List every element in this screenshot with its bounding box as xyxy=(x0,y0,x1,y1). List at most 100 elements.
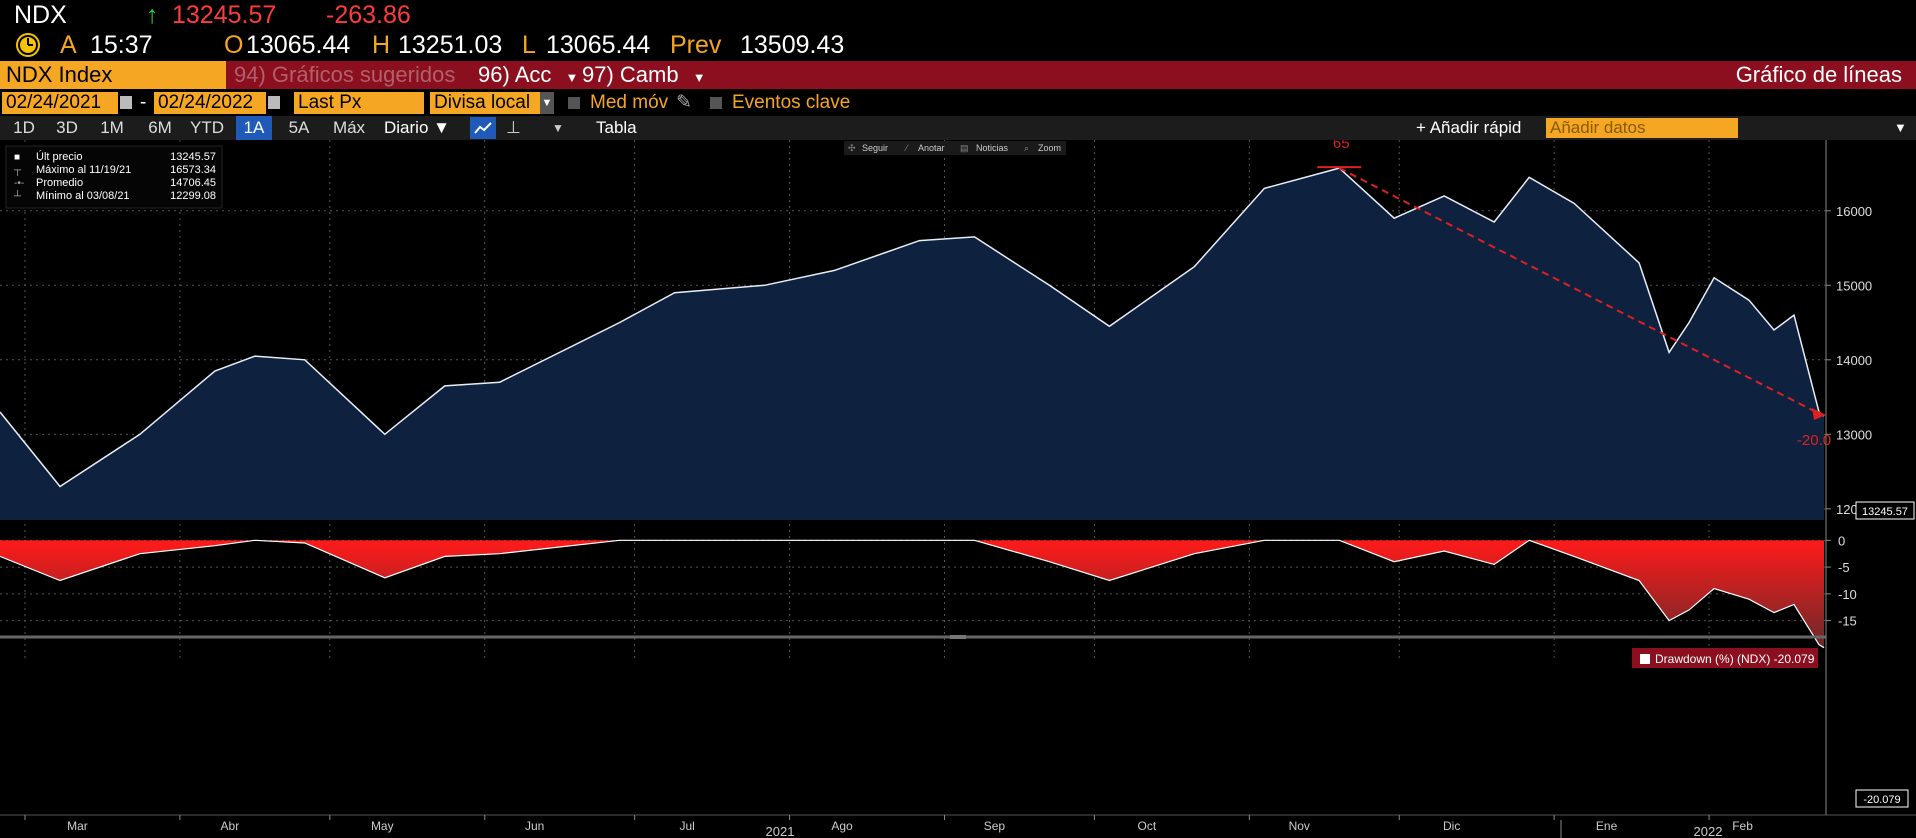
follow-button[interactable]: Seguir xyxy=(862,143,888,153)
price-line xyxy=(0,167,1825,488)
drawdown-area xyxy=(0,540,1824,648)
price-tick-label: 14000 xyxy=(1836,353,1872,368)
drawdown-line xyxy=(0,539,1825,649)
trend-annotation[interactable]: 65 -20.0 xyxy=(1317,140,1831,449)
legend-icon: ┬ xyxy=(13,165,22,176)
high-value: 13251.03 xyxy=(398,31,503,59)
period-button-1d[interactable]: 1D xyxy=(13,118,35,137)
gauge-icon xyxy=(18,35,38,55)
chevron-down-icon[interactable]: ▼ xyxy=(552,121,564,135)
open-value: 13065.44 xyxy=(246,31,351,59)
last-price: 13245.57 xyxy=(172,1,277,29)
low-value: 13065.44 xyxy=(546,31,651,59)
drawdown-tick-label: -10 xyxy=(1838,587,1857,602)
frequency-selector[interactable]: Diario ▼ xyxy=(384,118,450,137)
month-label: Ago xyxy=(831,819,853,833)
month-label: Dic xyxy=(1443,819,1460,833)
legend-value: 13245.57 xyxy=(170,151,216,163)
ohlc-bar: A 15:37 O 13065.44 H 13251.03 L 13065.44… xyxy=(0,30,1916,60)
prev-value: 13509.43 xyxy=(740,31,845,59)
month-label: Mar xyxy=(67,819,88,833)
actions-menu[interactable]: 96) Acc ▼ xyxy=(472,61,578,89)
annotate-button[interactable]: Anotar xyxy=(918,143,945,153)
bar-chart-icon[interactable]: ⊥ xyxy=(506,118,521,137)
drawdown-legend: Drawdown (%) (NDX) -20.079 xyxy=(1632,648,1818,668)
up-arrow-icon: ↑ xyxy=(146,1,159,29)
chevron-down-icon: ▼ xyxy=(565,70,579,85)
suggested-charts-tab[interactable]: 94) Gráficos sugeridos xyxy=(234,62,456,87)
pencil-icon[interactable]: ✎ xyxy=(676,92,692,113)
net-change: -263.86 xyxy=(326,1,411,29)
moving-average-label: Med móv xyxy=(590,92,669,113)
drawdown-tick-label: -15 xyxy=(1838,614,1857,629)
currency-selector[interactable]: Divisa local xyxy=(430,92,540,114)
period-button-3d[interactable]: 3D xyxy=(56,118,78,137)
annotate-icon: ⁄ xyxy=(904,143,909,153)
price-tick-label: 13000 xyxy=(1836,427,1872,442)
year-label-2022: 2022 xyxy=(1694,824,1723,838)
add-data-input[interactable]: Añadir datos xyxy=(1546,118,1738,138)
chart-type-title: Gráfico de líneas xyxy=(1735,62,1902,87)
key-events-checkbox[interactable] xyxy=(710,97,722,109)
time: 15:37 xyxy=(90,31,153,59)
security-box[interactable]: NDX Index xyxy=(0,61,226,89)
legend-label: Mínimo al 03/08/21 xyxy=(36,190,130,202)
month-label: Jul xyxy=(679,819,694,833)
period-button-1m[interactable]: 1M xyxy=(100,118,124,137)
month-label: Abr xyxy=(221,819,240,833)
legend-icon: ‑•‑ xyxy=(14,178,24,189)
clock-icon xyxy=(16,33,40,57)
legend-value: 12299.08 xyxy=(170,190,216,202)
period-button-6m[interactable]: 6M xyxy=(148,118,172,137)
zoom-button[interactable]: Zoom xyxy=(1038,143,1061,153)
change-label: 97) Camb xyxy=(582,62,679,87)
actions-label: 96) Acc xyxy=(478,62,552,87)
drawdown-tick-label: 0 xyxy=(1838,533,1845,548)
prev-label: Prev xyxy=(670,31,722,59)
trend-line xyxy=(1338,167,1821,415)
add-quick-button[interactable]: + Añadir rápid xyxy=(1416,118,1522,137)
last-price-tag: 13245.57 xyxy=(1855,501,1915,520)
price-tick-label: 15000 xyxy=(1836,278,1872,293)
line-chart-icon[interactable] xyxy=(470,117,496,139)
follow-icon: ✣ xyxy=(848,143,856,153)
chevron-down-icon[interactable]: ▼ xyxy=(540,92,554,114)
chevron-down-icon: ▼ xyxy=(692,70,706,85)
period-button-1a[interactable]: 1A xyxy=(236,116,272,140)
time-label: A xyxy=(60,31,77,59)
drawdown-tick-label: -5 xyxy=(1838,560,1850,575)
period-bar: 1D 3D 1M 6M YTD 1A 5A Máx Diario ▼ ⊥ ▼ Tabla + … xyxy=(0,116,1916,140)
change-menu[interactable]: 97) Camb ▼ xyxy=(576,61,706,89)
ticker: NDX xyxy=(14,1,67,29)
moving-average-checkbox[interactable] xyxy=(568,97,580,109)
chart-legend: ■ Últ precio 13245.57 ┬ Máximo al 11/19/21 16… xyxy=(5,145,223,209)
month-label: Nov xyxy=(1289,819,1310,833)
calendar-icon[interactable] xyxy=(268,96,280,109)
last-drawdown-tag: -20.079 xyxy=(1855,789,1909,808)
period-button-5a[interactable]: 5A xyxy=(288,118,310,137)
legend-swatch xyxy=(1640,654,1650,664)
pane-resize-handle[interactable] xyxy=(950,635,966,639)
start-date-field[interactable]: 02/24/2021 xyxy=(2,92,118,114)
month-label: Oct xyxy=(1138,819,1157,833)
menu-chevron-icon[interactable]: ▼ xyxy=(1894,120,1907,135)
legend-label: Promedio xyxy=(36,177,83,189)
legend-value: 16573.34 xyxy=(170,164,216,176)
legend-icon: ■ xyxy=(14,152,20,163)
period-button-ytd[interactable]: YTD xyxy=(190,118,224,137)
price-area xyxy=(0,168,1824,520)
month-label: Feb xyxy=(1732,819,1753,833)
period-button-máx[interactable]: Máx xyxy=(332,118,366,137)
chart-toolbar: ✣ Seguir ⁄ Anotar ▤ Noticias ⌕ Zoom xyxy=(844,141,1066,155)
date-separator: - xyxy=(140,92,147,113)
calendar-icon[interactable] xyxy=(120,96,132,109)
end-date-field[interactable]: 02/24/2022 xyxy=(154,92,266,114)
month-label: Ene xyxy=(1596,819,1618,833)
legend-value: 14706.45 xyxy=(170,177,216,189)
news-button[interactable]: Noticias xyxy=(976,143,1009,153)
field-selector[interactable]: Last Px xyxy=(294,92,424,114)
table-button[interactable]: Tabla xyxy=(596,118,637,137)
last-drawdown-tag-text: -20.079 xyxy=(1863,794,1900,806)
drawdown-legend-label: Drawdown (%) (NDX) -20.079 xyxy=(1655,652,1815,666)
